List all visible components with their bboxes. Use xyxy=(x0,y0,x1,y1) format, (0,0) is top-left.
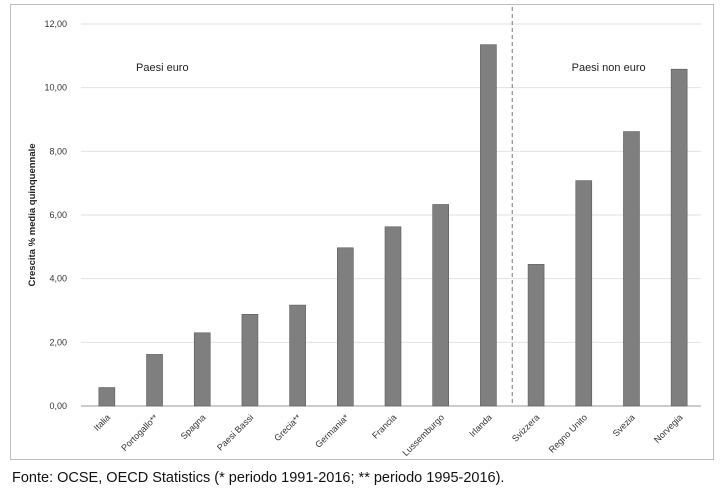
bar xyxy=(146,354,163,407)
category-label: Spagna xyxy=(179,412,208,441)
category-label: Francia xyxy=(370,412,398,440)
bars xyxy=(98,44,688,407)
bar xyxy=(384,226,402,407)
y-tick-label: 10,00 xyxy=(44,83,67,93)
bar xyxy=(432,204,449,407)
bar xyxy=(623,131,640,407)
category-label: Svezia xyxy=(611,412,637,438)
category-label: Germania* xyxy=(313,412,351,450)
bar xyxy=(193,332,211,407)
y-tick-label: 12,00 xyxy=(44,19,67,29)
y-tick-label: 6,00 xyxy=(49,210,67,220)
bar xyxy=(575,180,593,407)
chart-frame: 0,00 2,00 4,00 6,00 8,00 10,00 12,00 Italia Por… xyxy=(10,4,714,460)
y-tick-label: 0,00 xyxy=(49,401,67,411)
bar xyxy=(98,387,116,407)
category-label: Norvegia xyxy=(652,412,685,445)
category-label: Italia xyxy=(92,412,113,433)
bar xyxy=(527,264,545,407)
category-label: Portogallo** xyxy=(119,412,160,453)
bar xyxy=(241,314,259,407)
y-tick-label: 8,00 xyxy=(49,146,67,156)
bar xyxy=(337,247,354,407)
category-label: Regno Unito xyxy=(547,412,589,454)
category-label: Grecia** xyxy=(272,412,303,443)
y-tick-label: 2,00 xyxy=(49,337,67,347)
source-note: Fonte: OCSE, OECD Statistics (* periodo … xyxy=(12,470,505,486)
category-label: Lussemburgo xyxy=(400,412,446,458)
bar xyxy=(670,68,688,407)
bar xyxy=(289,304,306,407)
y-tick-labels: 0,00 2,00 4,00 6,00 8,00 10,00 12,00 xyxy=(44,19,67,411)
bar xyxy=(480,44,497,407)
category-label: Svizzera xyxy=(510,412,541,443)
category-labels: Italia Portogallo** Spagna Paesi Bassi Greci… xyxy=(92,412,685,458)
group-label-non-euro: Paesi non euro xyxy=(572,62,646,74)
category-label: Irlanda xyxy=(467,412,494,439)
y-axis-title: Crescita % media quinquennale xyxy=(27,143,38,286)
y-tick-label: 4,00 xyxy=(49,274,67,284)
bar-chart: 0,00 2,00 4,00 6,00 8,00 10,00 12,00 Italia Por… xyxy=(27,7,701,458)
category-label: Paesi Bassi xyxy=(215,412,255,452)
group-label-euro: Paesi euro xyxy=(136,62,189,74)
